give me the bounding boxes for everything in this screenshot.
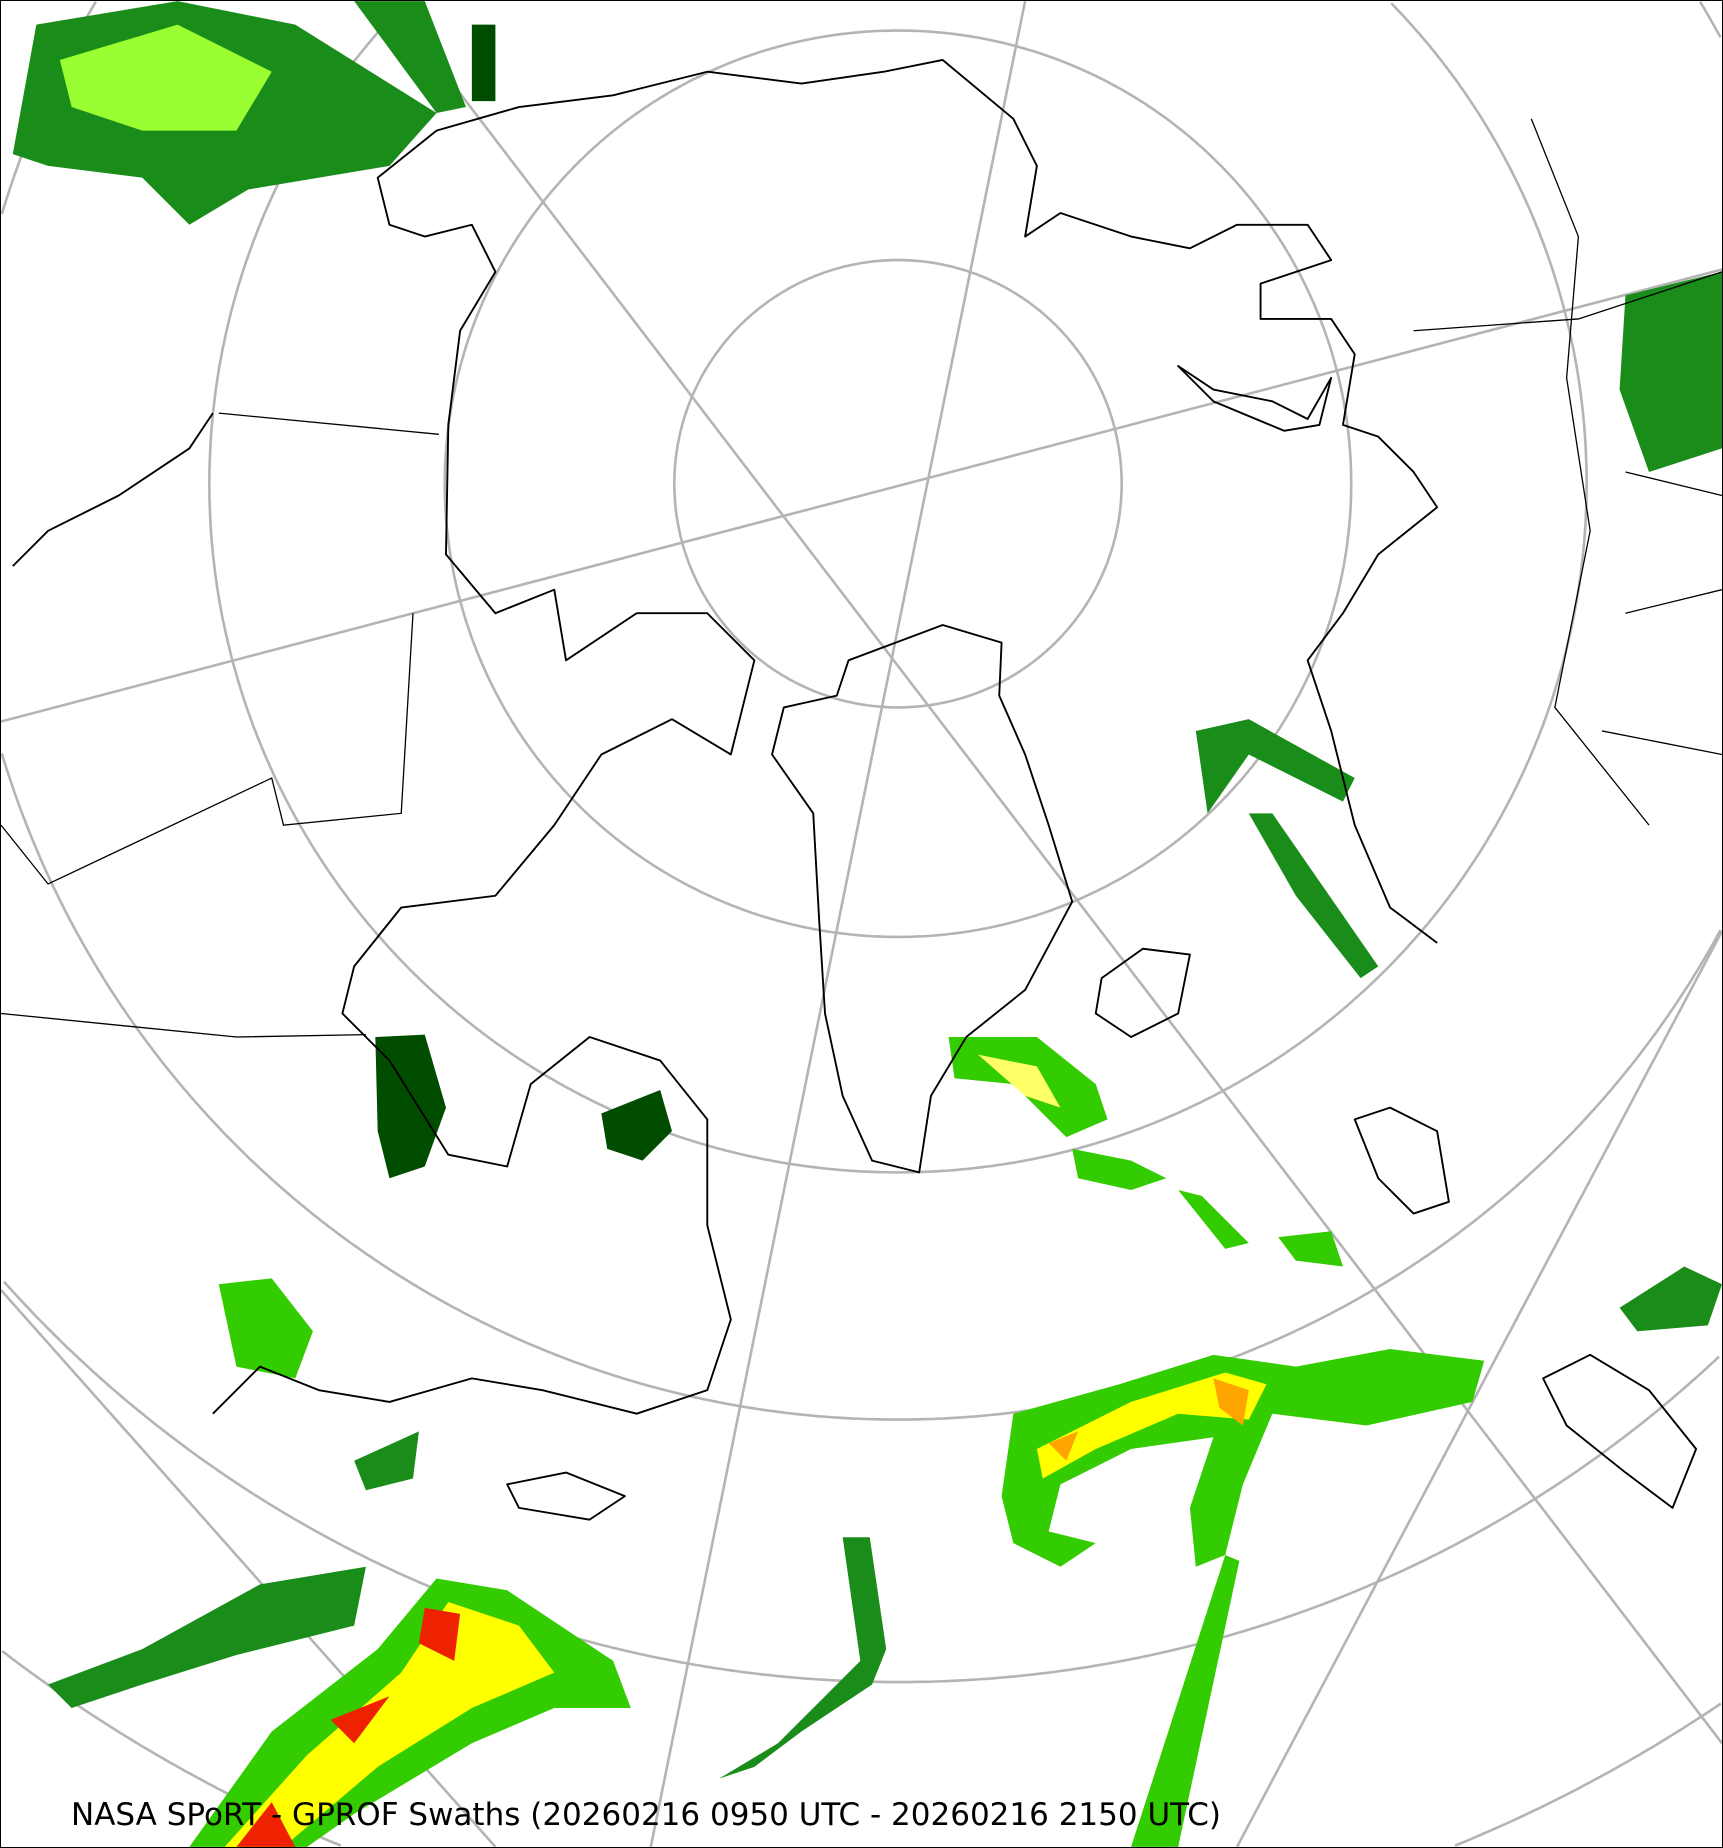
- precip-area: [1178, 1190, 1249, 1249]
- coast-island: [1542, 1353, 1698, 1509]
- precip-area: [1278, 1231, 1343, 1267]
- border-line: [218, 412, 439, 435]
- latitude-circle-50: [1, 1, 1722, 1421]
- precip-area: [601, 1089, 672, 1161]
- precipitation-swaths: [12, 1, 1722, 1847]
- precip-area: [354, 1, 466, 113]
- meridian-line: [1235, 930, 1722, 1847]
- political-borders: [1, 118, 1722, 1038]
- novaya-zemlya-coast: [1177, 365, 1333, 432]
- precip-area: [1619, 1266, 1722, 1332]
- precip-area: [375, 1034, 446, 1179]
- latitude-circle-70: [443, 29, 1353, 939]
- precip-area: [1072, 1148, 1167, 1191]
- iceland-coast: [1094, 947, 1191, 1038]
- precip-area: [1131, 1554, 1240, 1847]
- precip-area: [978, 1054, 1061, 1108]
- precip-area: [719, 1537, 887, 1779]
- meridian-line: [1, 268, 1722, 723]
- precip-area: [354, 1431, 419, 1491]
- precip-area: [1001, 1348, 1485, 1567]
- coast-island: [506, 1471, 626, 1521]
- precip-area: [48, 1566, 366, 1708]
- precip-area: [1248, 813, 1379, 979]
- border-line: [1, 613, 414, 885]
- north-america-coast: [212, 424, 756, 1415]
- precip-area: [218, 1278, 313, 1379]
- latitude-circle-60: [208, 2, 1588, 1174]
- precip-area: [471, 24, 496, 102]
- border-line: [1, 1012, 366, 1038]
- alaska-coast: [12, 412, 214, 567]
- coast-island: [1353, 1106, 1450, 1215]
- precip-area: [1048, 1378, 1249, 1461]
- border-line: [1601, 471, 1722, 756]
- meridian-line: [649, 1, 1027, 1847]
- eurasia-coast: [376, 59, 1439, 944]
- greenland-coast: [771, 624, 1074, 1174]
- precip-area: [1036, 1372, 1267, 1479]
- precip-area: [1619, 271, 1722, 472]
- coastlines: [12, 59, 1698, 1521]
- precip-area: [236, 1607, 461, 1847]
- meridian-line: [388, 1, 1722, 1745]
- precip-area: [1195, 719, 1355, 814]
- precip-area: [59, 24, 272, 131]
- map-caption: NASA SPoRT - GPROF Swaths (20260216 0950…: [71, 1797, 1221, 1833]
- border-line: [1530, 118, 1650, 826]
- precip-area: [224, 1602, 555, 1847]
- border-line: [1413, 271, 1722, 332]
- latitude-circle-80: [673, 258, 1123, 709]
